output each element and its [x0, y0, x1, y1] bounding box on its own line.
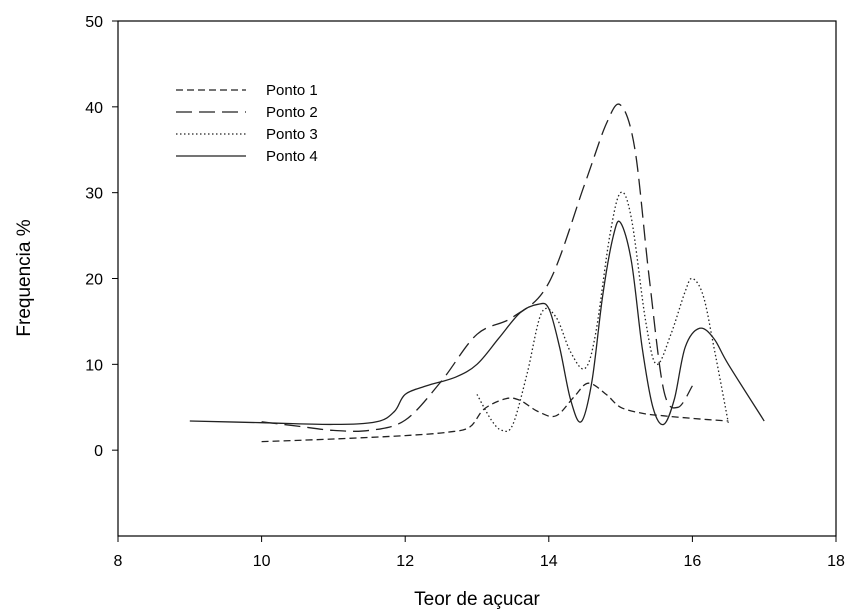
series-layer — [189, 103, 765, 443]
y-tick-label: 0 — [94, 443, 103, 460]
y-tick-label: 10 — [85, 357, 103, 374]
x-tick-label: 12 — [396, 553, 414, 570]
axis-ticks: 8 10 12 14 16 18 0 10 20 30 40 50 — [85, 14, 845, 570]
y-tick-label: 50 — [85, 14, 103, 31]
legend-label-ponto-1: Ponto 1 — [266, 82, 318, 99]
x-tick-label: 10 — [253, 553, 271, 570]
series-line-ponto-4 — [189, 220, 765, 426]
plot-frame — [117, 20, 837, 537]
x-axis-title: Teor de açucar — [414, 589, 540, 610]
y-axis-title: Frequencia % — [14, 219, 35, 336]
x-tick-label: 18 — [827, 553, 845, 570]
x-tick-label: 14 — [540, 553, 558, 570]
legend-label-ponto-4: Ponto 4 — [266, 148, 318, 165]
y-tick-label: 40 — [85, 100, 103, 117]
legend-label-ponto-3: Ponto 3 — [266, 126, 318, 143]
legend-label-ponto-2: Ponto 2 — [266, 104, 318, 121]
series-line-ponto-3 — [476, 191, 729, 432]
y-tick-label: 30 — [85, 186, 103, 203]
series-line-ponto-2 — [261, 103, 693, 432]
series-line-ponto-1 — [261, 382, 729, 443]
x-tick-label: 8 — [114, 553, 123, 570]
legend: Ponto 1 Ponto 2 Ponto 3 Ponto 4 — [176, 82, 318, 165]
x-tick-label: 16 — [684, 553, 702, 570]
y-tick-label: 20 — [85, 272, 103, 289]
